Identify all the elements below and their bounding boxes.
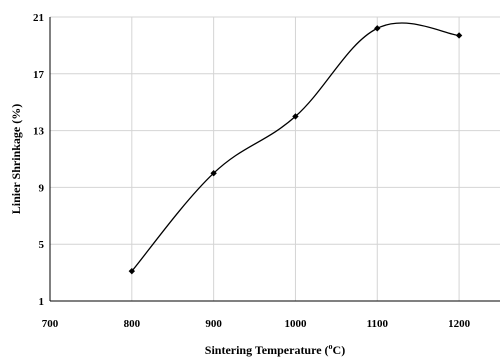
x-axis-title-text: Sintering Temperature ( <box>205 343 329 357</box>
x-axis-title: Sintering Temperature (oC) <box>205 342 345 357</box>
data-point <box>210 170 217 177</box>
series <box>128 22 463 275</box>
data-point <box>128 267 136 275</box>
axes <box>49 17 500 302</box>
x-tick-label: 1200 <box>448 318 471 330</box>
x-tick-label: 1100 <box>367 318 389 330</box>
y-tick-label: 21 <box>33 12 44 24</box>
y-tick-label: 9 <box>39 182 45 194</box>
y-tick-label: 5 <box>39 239 45 251</box>
y-axis-title: Linier Shrinkage (%) <box>9 104 23 214</box>
y-tick-label: 1 <box>39 296 45 308</box>
y-tick-label: 13 <box>33 126 45 138</box>
data-point <box>455 32 463 39</box>
x-axis-title-unit: C) <box>333 343 346 357</box>
x-tick-label: 900 <box>205 318 222 330</box>
x-tick-labels: 700 800 900 1000 1100 1200 <box>42 318 471 330</box>
y-tick-labels: 1 5 9 13 17 21 <box>33 12 45 308</box>
x-tick-label: 700 <box>42 318 59 330</box>
x-axis-title-degree: o <box>329 342 333 351</box>
data-point <box>374 25 381 32</box>
x-tick-label: 800 <box>124 318 141 330</box>
x-tick-label: 1000 <box>284 318 307 330</box>
grid-lines <box>50 16 500 301</box>
y-tick-label: 17 <box>33 69 45 81</box>
data-point <box>292 113 299 120</box>
